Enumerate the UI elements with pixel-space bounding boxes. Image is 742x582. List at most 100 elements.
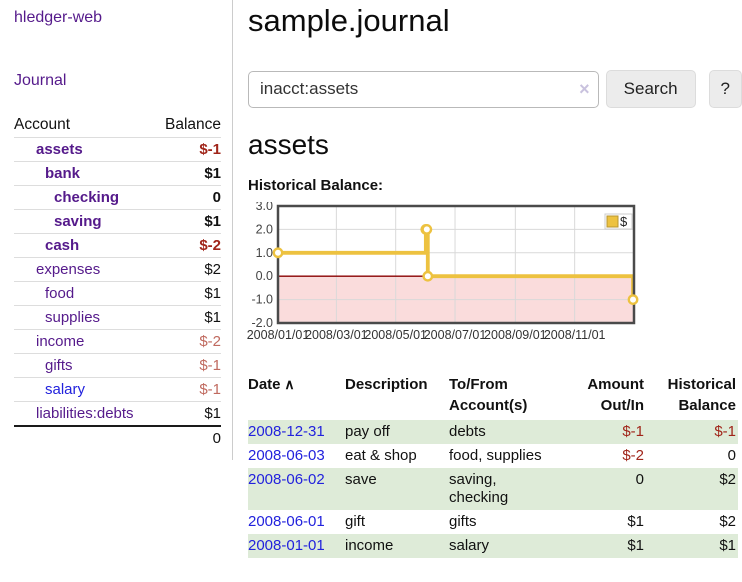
- app-title-link[interactable]: hledger-web: [14, 9, 103, 26]
- x-axis-tick-label: 2008/05/01: [364, 328, 427, 342]
- accounts-header-account: Account: [14, 116, 71, 133]
- accounts-header-row: Account Balance: [14, 113, 221, 138]
- account-row: food $1: [14, 281, 221, 306]
- transaction-description: pay off: [345, 420, 449, 444]
- account-row: assets $-1: [14, 137, 221, 162]
- account-link[interactable]: saving: [54, 213, 102, 230]
- transaction-date-link[interactable]: 2008-06-02: [248, 471, 325, 488]
- account-balance: $-1: [199, 357, 221, 374]
- clear-search-icon[interactable]: ×: [579, 78, 590, 99]
- account-row: cash $-2: [14, 233, 221, 258]
- transaction-accounts: saving, checking: [449, 468, 561, 510]
- account-link[interactable]: checking: [54, 189, 120, 206]
- y-axis-tick-label: 2.0: [256, 222, 273, 236]
- account-balance: $-1: [199, 141, 221, 158]
- account-row: supplies $1: [14, 305, 221, 330]
- accounts-table: Account Balance assets $-1 bank $1 checking 0…: [14, 113, 221, 450]
- search-input[interactable]: [248, 70, 599, 108]
- accounts-total-value: 0: [154, 425, 221, 450]
- register-column-header: Description: [345, 376, 428, 393]
- register-row: 2008-06-02 save saving, checking 0 $2: [248, 468, 738, 510]
- register-row: 2008-01-01 income salary $1 $1: [248, 534, 738, 558]
- account-link[interactable]: cash: [45, 237, 80, 254]
- search-row: × Search ?: [248, 70, 742, 108]
- help-button[interactable]: ?: [708, 70, 742, 108]
- x-axis-tick-label: 2008/09/01: [484, 328, 547, 342]
- account-link[interactable]: food: [45, 285, 75, 302]
- transaction-balance: $1: [646, 534, 738, 558]
- transaction-date-link[interactable]: 2008-06-03: [248, 447, 325, 464]
- account-row: salary $-1: [14, 377, 221, 402]
- transaction-amount: 0: [561, 468, 646, 510]
- transaction-date-link[interactable]: 2008-06-01: [248, 513, 325, 530]
- transaction-description: eat & shop: [345, 447, 417, 464]
- account-balance: $-2: [199, 237, 221, 254]
- transaction-amount: $-1: [561, 420, 646, 444]
- transaction-balance: 0: [727, 447, 736, 464]
- account-link[interactable]: supplies: [45, 309, 101, 326]
- account-row: liabilities:debts $1: [14, 401, 221, 426]
- register-column-header[interactable]: Date ∧: [248, 376, 295, 393]
- account-balance: 0: [212, 189, 221, 206]
- search-box: ×: [248, 70, 599, 108]
- account-link[interactable]: gifts: [45, 357, 73, 374]
- transaction-balance: $2: [646, 468, 738, 510]
- accounts-total-row: 0: [14, 425, 221, 450]
- transaction-description: save: [345, 468, 449, 510]
- transaction-accounts: salary: [449, 534, 561, 558]
- transaction-description: income: [345, 534, 449, 558]
- account-row: income $-2: [14, 329, 221, 354]
- plot-border: [276, 204, 636, 325]
- transaction-amount: $-2: [622, 447, 644, 464]
- transaction-date-link[interactable]: 2008-12-31: [248, 423, 325, 440]
- transaction-description: gift: [345, 513, 366, 530]
- data-point-marker: [272, 247, 284, 259]
- account-link[interactable]: bank: [45, 165, 81, 182]
- account-row: gifts $-1: [14, 353, 221, 378]
- account-balance: $1: [204, 405, 221, 422]
- account-balance: $1: [204, 309, 221, 326]
- chart-title: Historical Balance:: [248, 177, 384, 194]
- register-column-header: To/From Account(s): [449, 376, 528, 414]
- transaction-balance: $2: [719, 513, 736, 530]
- account-link[interactable]: salary: [45, 381, 86, 398]
- data-point-marker: [627, 294, 639, 306]
- account-row: expenses $2: [14, 257, 221, 282]
- journal-link[interactable]: Journal: [14, 72, 67, 89]
- transaction-date-link[interactable]: 2008-01-01: [248, 537, 325, 554]
- x-axis-tick-label: 2008/03/01: [305, 328, 368, 342]
- account-link[interactable]: liabilities:debts: [36, 405, 134, 422]
- account-link[interactable]: expenses: [36, 261, 101, 278]
- x-axis-tick-label: 2008/01/01: [247, 328, 310, 342]
- account-balance: $2: [204, 261, 221, 278]
- account-balance: $1: [204, 213, 221, 230]
- transaction-balance: $-1: [646, 420, 738, 444]
- historical-balance-chart: 3.0 2.0 1.0 0.0 -1.0 -2.0 2008/01/01 2008/03/01…: [245, 199, 742, 357]
- y-axis-tick-label: 3.0: [256, 202, 273, 213]
- transaction-accounts: gifts: [449, 513, 477, 530]
- account-balance: $-1: [199, 381, 221, 398]
- transaction-accounts: debts: [449, 420, 561, 444]
- page-title: sample.journal: [248, 3, 450, 38]
- legend-label: $: [620, 214, 628, 229]
- account-link[interactable]: assets: [36, 141, 83, 158]
- y-axis-tick-label: 0.0: [256, 269, 273, 283]
- sidebar-item-journal: Journal: [14, 72, 221, 90]
- account-balance: $-2: [199, 333, 221, 350]
- data-point-marker: [422, 270, 434, 282]
- register-row: 2008-12-31 pay off debts $-1 $-1: [248, 420, 738, 444]
- chart-canvas: 3.0 2.0 1.0 0.0 -1.0 -2.02008/01/012008/03/01…: [247, 199, 639, 342]
- account-link[interactable]: income: [36, 333, 85, 350]
- y-axis-tick-label: 1.0: [256, 246, 273, 260]
- sidebar: hledger-web Journal Account Balance asse…: [0, 0, 233, 460]
- legend-swatch: [606, 215, 619, 228]
- search-button[interactable]: Search: [605, 70, 696, 108]
- transaction-accounts: food, supplies: [449, 447, 542, 464]
- y-axis-tick-label: -2.0: [251, 316, 273, 330]
- account-row: saving $1: [14, 209, 221, 234]
- sort-ascending-icon: ∧: [280, 376, 295, 392]
- account-page-title: assets: [248, 129, 329, 160]
- register-header-row: Date ∧ Description To/From Account(s) Amoun…: [248, 372, 738, 420]
- register-column-header: Historical Balance: [667, 376, 736, 414]
- app-title: hledger-web: [14, 9, 221, 27]
